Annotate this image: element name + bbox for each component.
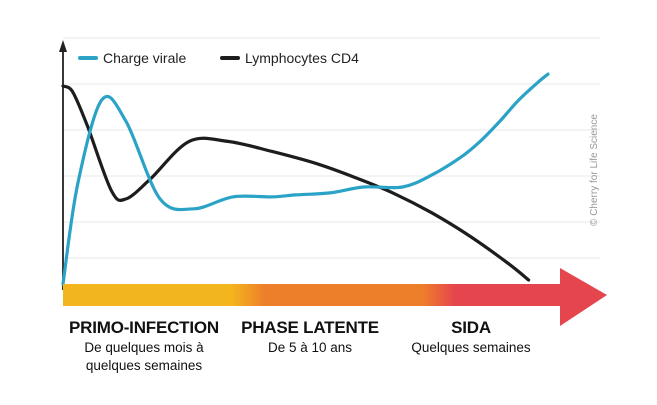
series-line-1	[61, 84, 531, 282]
legend-label-0: Charge virale	[103, 50, 186, 66]
credit-text: © Cherry for Life Science	[589, 114, 600, 226]
series-layer	[61, 72, 550, 286]
y-axis-arrowhead	[59, 40, 67, 52]
axis-layer	[59, 40, 67, 290]
phase-subtitle-0-0: De quelques mois à	[84, 340, 204, 355]
timeline-arrow	[63, 268, 607, 326]
phase-arrow-layer	[63, 268, 607, 326]
phase-labels: PRIMO-INFECTION De quelques mois à quelque…	[69, 318, 531, 373]
phase-title-2: SIDA	[451, 318, 491, 337]
legend: Charge virale Lymphocytes CD4	[78, 50, 359, 66]
credit-layer: © Cherry for Life Science	[589, 114, 600, 226]
phase-subtitle-1-0: De 5 à 10 ans	[268, 340, 352, 355]
phase-title-0: PRIMO-INFECTION	[69, 318, 219, 337]
phase-subtitle-2-0: Quelques semaines	[411, 340, 531, 355]
grid-layer	[63, 37, 600, 259]
phase-subtitle-0-1: quelques semaines	[86, 358, 203, 373]
legend-label-1: Lymphocytes CD4	[245, 50, 359, 66]
series-line-0	[61, 72, 550, 286]
phase-title-1: PHASE LATENTE	[241, 318, 379, 337]
